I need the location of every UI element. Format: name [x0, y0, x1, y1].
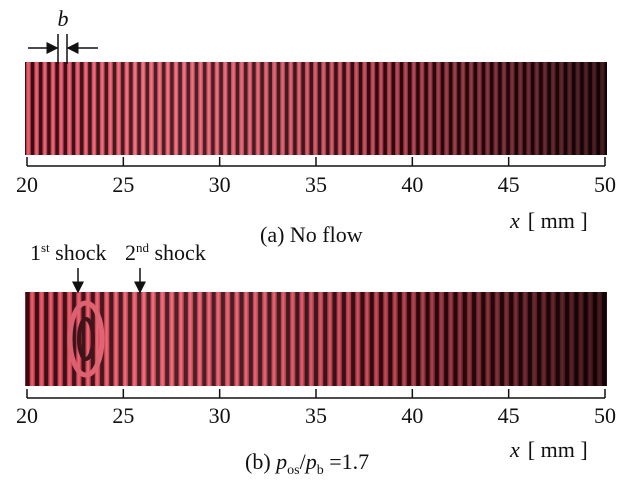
- caption-suffix: =1.7: [324, 449, 369, 474]
- caption-var: p: [274, 449, 287, 474]
- interferogram-b: [25, 292, 607, 386]
- annotation-num: 2: [125, 240, 136, 265]
- caption-prefix: (b): [245, 449, 276, 474]
- x-tick-label: 45: [498, 172, 520, 197]
- x-axis-unit: [ mm ]: [528, 208, 588, 233]
- x-tick-label: 50: [594, 172, 616, 197]
- x-tick-label: 35: [305, 403, 327, 428]
- annotation-num: 1: [30, 240, 41, 265]
- width-annotation: b: [28, 6, 98, 64]
- x-tick-label: 20: [16, 403, 38, 428]
- shock-arrows: [72, 268, 146, 294]
- annotation-sup: nd: [136, 240, 150, 255]
- caption-sub: b: [317, 463, 324, 478]
- x-tick-label: 20: [16, 172, 38, 197]
- annotation: 1st shock: [30, 240, 107, 265]
- x-axis-label: x [ mm ]: [509, 208, 588, 233]
- x-tick-label: 40: [401, 172, 423, 197]
- x-axis-var: x: [509, 437, 520, 462]
- annotation-text: shock: [50, 240, 107, 265]
- annotation: 2nd shock: [125, 240, 206, 265]
- caption: (b) pos/pb =1.7: [245, 449, 369, 478]
- caption-slash: /: [300, 449, 307, 474]
- annotation-text: shock: [149, 240, 206, 265]
- caption-sub: os: [287, 463, 299, 478]
- x-tick-label: 25: [112, 172, 134, 197]
- x-tick-label: 45: [498, 403, 520, 428]
- x-tick-label: 35: [305, 172, 327, 197]
- interferogram-a: [25, 62, 607, 155]
- x-tick-label: 50: [594, 403, 616, 428]
- caption: (a) No flow: [260, 222, 363, 247]
- caption-var: p: [304, 449, 317, 474]
- width-label: b: [58, 6, 69, 31]
- x-tick-label: 25: [112, 403, 134, 428]
- x-tick-label: 30: [209, 172, 231, 197]
- x-tick-label: 30: [209, 403, 231, 428]
- x-axis-var: x: [509, 208, 520, 233]
- x-tick-label: 40: [401, 403, 423, 428]
- x-axis-unit: [ mm ]: [528, 437, 588, 462]
- x-axis-label: x [ mm ]: [509, 437, 588, 462]
- annotation-sup: st: [41, 240, 50, 255]
